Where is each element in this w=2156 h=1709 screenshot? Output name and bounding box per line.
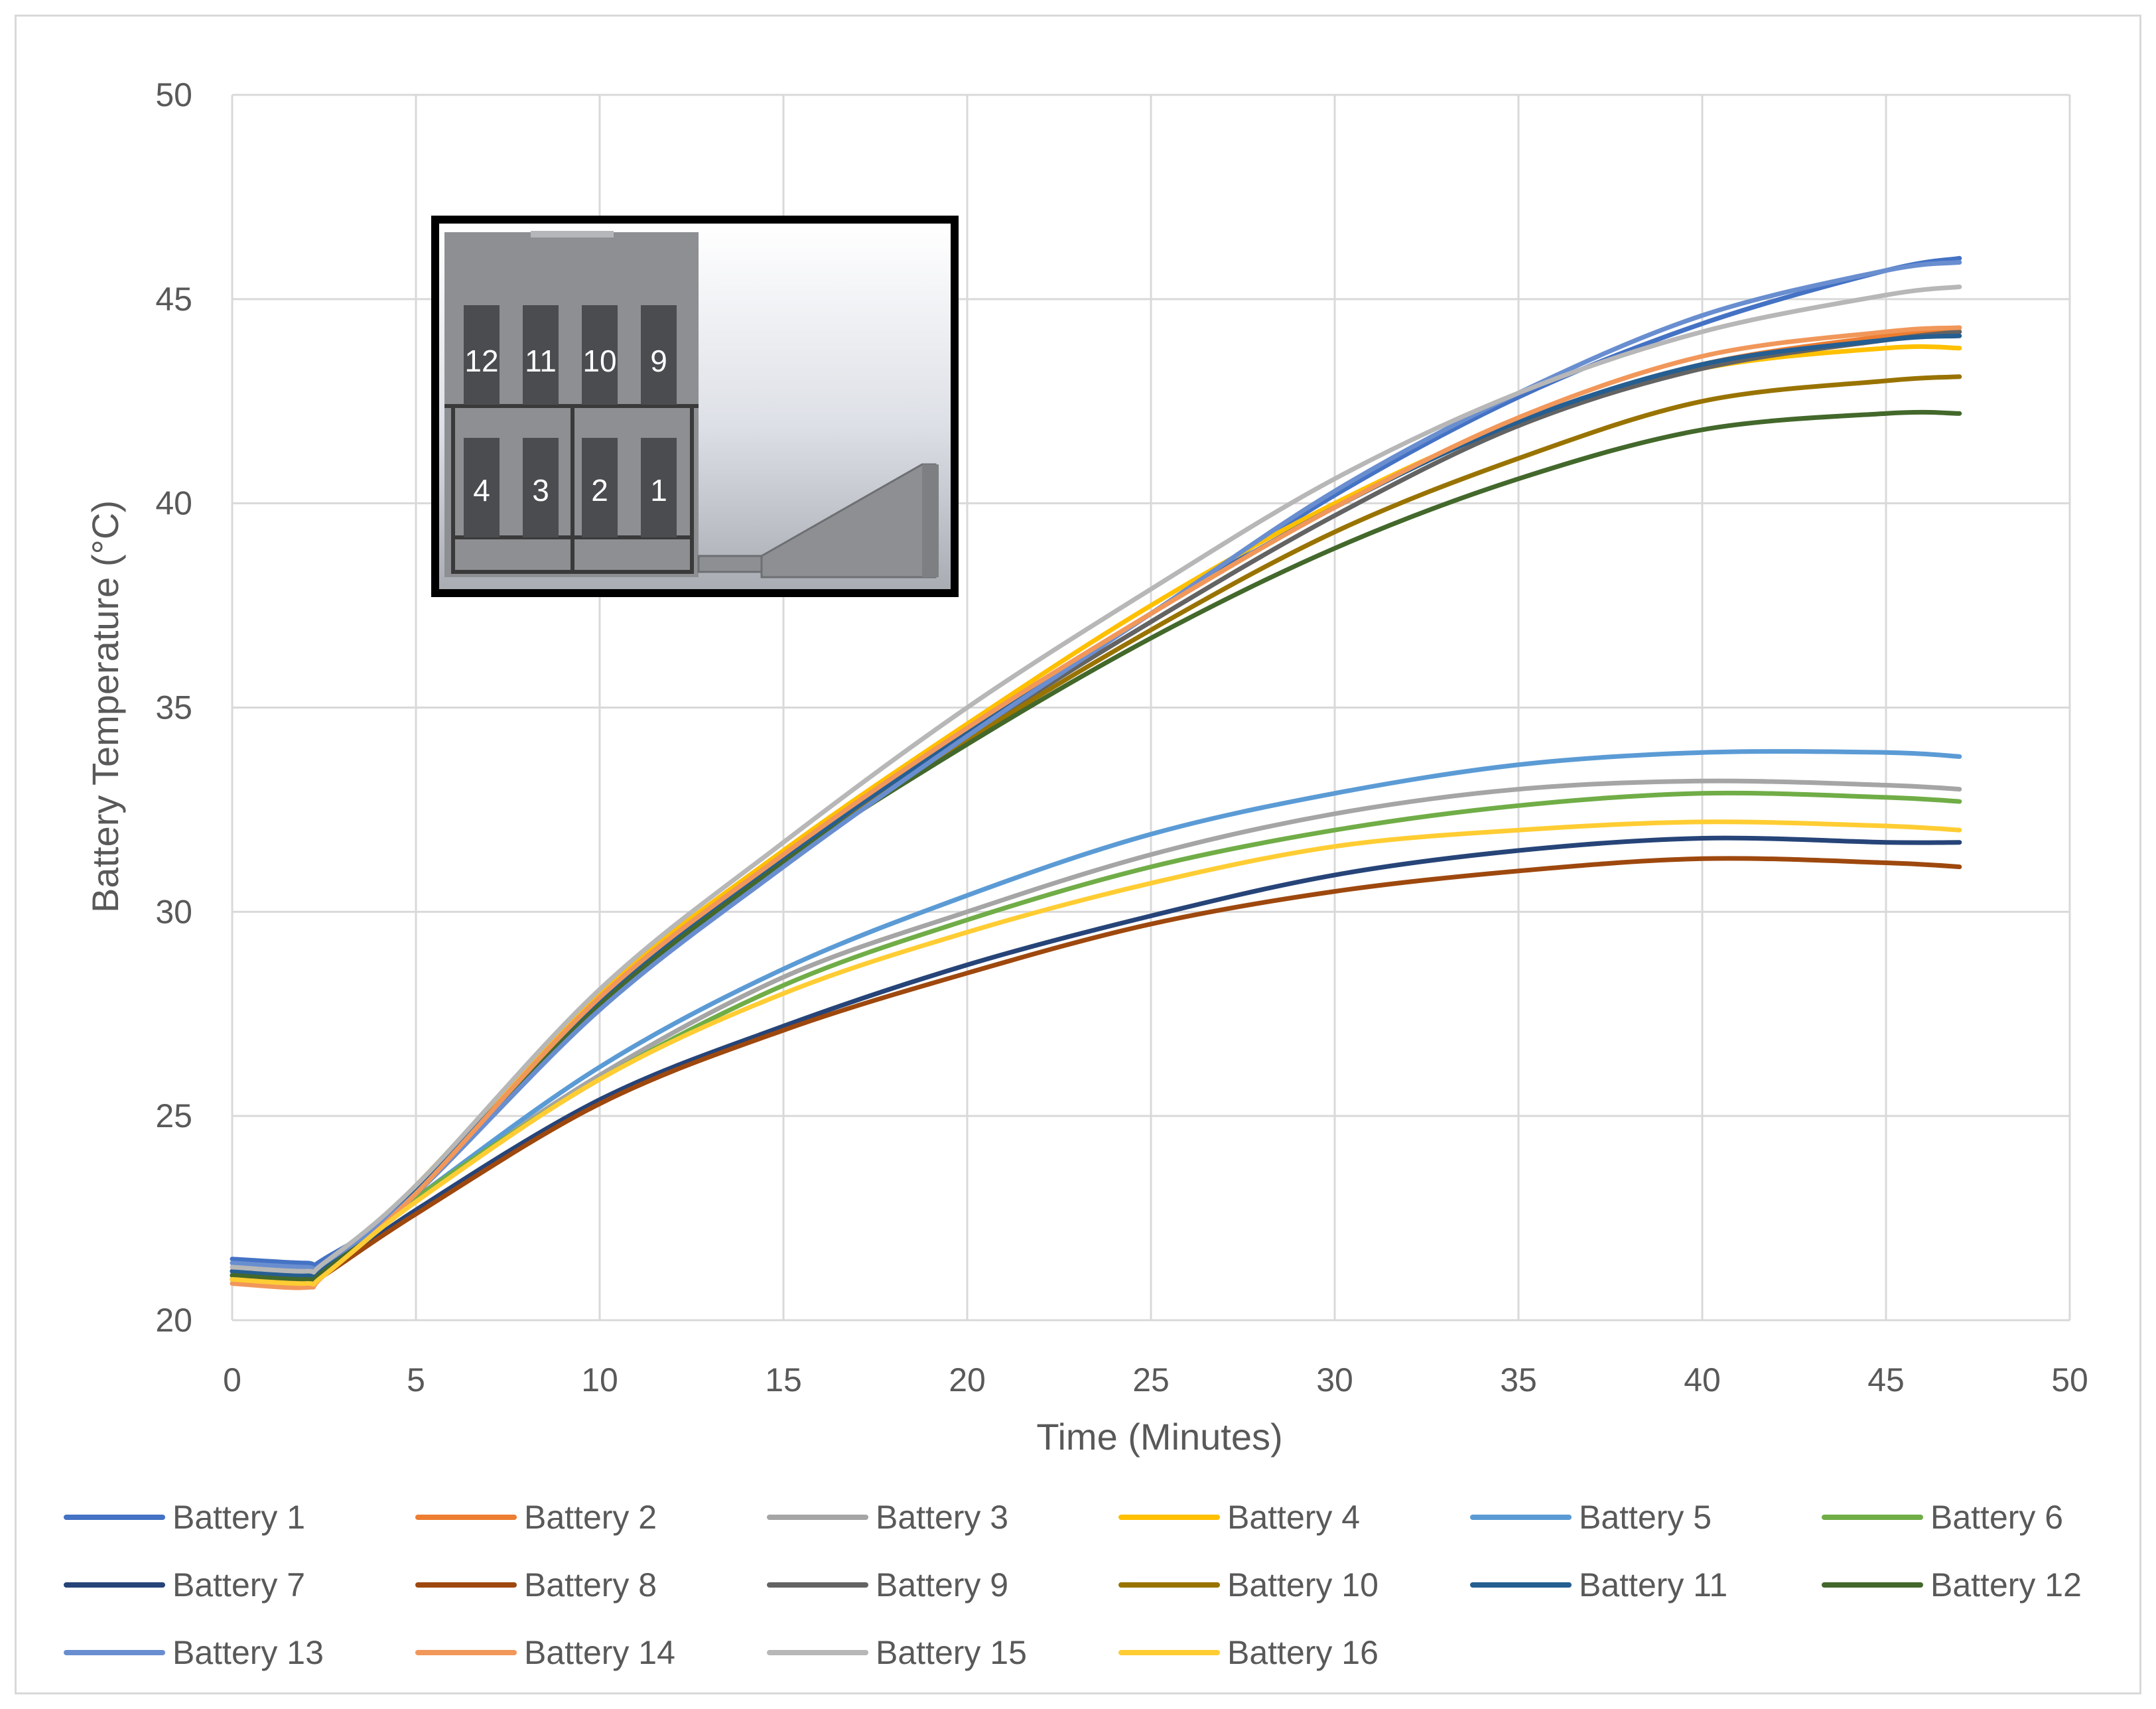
x-tick-label: 15 [765,1361,802,1399]
module-right [571,404,694,574]
legend-label: Battery 15 [876,1634,1027,1671]
cell-label: 10 [582,344,616,378]
y-axis-title: Battery Temperature (°C) [84,500,126,913]
x-tick-label: 5 [407,1361,425,1399]
x-tick-label: 20 [949,1361,986,1399]
pack-top-tab [531,231,614,238]
cell-slot [464,305,500,405]
cell-slots: 12 11 10 9 4 3 2 1 [464,305,677,537]
legend-label: Battery 4 [1227,1499,1360,1536]
x-tick-labels: 0 5 10 15 20 25 30 35 40 45 50 [223,1361,2088,1399]
cell-label: 12 [464,344,498,378]
series-line-battery-13 [230,259,1962,1272]
x-tick-label: 30 [1316,1361,1353,1399]
cell-label: 2 [591,473,608,508]
series-line-battery-15 [230,284,1962,1275]
x-tick-label: 0 [223,1361,241,1399]
series-line-battery-5 [230,749,1962,1278]
cell-slot [641,438,677,537]
legend-label: Battery 13 [172,1634,324,1671]
legend-label: Battery 12 [1930,1566,2082,1604]
pack-base-step [697,555,763,573]
legend-label: Battery 5 [1579,1499,1712,1536]
legend-label: Battery 8 [524,1566,657,1604]
legend-label: Battery 14 [524,1634,675,1671]
x-tick-label: 35 [1500,1361,1537,1399]
x-axis-title: Time (Minutes) [1036,1416,1282,1458]
series-line-battery-8 [230,856,1962,1286]
legend-label: Battery 7 [172,1566,305,1604]
cell-slot [582,438,618,537]
legend-label: Battery 10 [1227,1566,1379,1604]
cell-label: 9 [650,344,667,378]
y-tick-label: 20 [155,1302,192,1339]
legend-label: Battery 16 [1227,1634,1379,1671]
y-tick-label: 30 [155,893,192,930]
x-tick-label: 25 [1132,1361,1170,1399]
cell-label: 4 [473,473,490,508]
x-tick-label: 45 [1867,1361,1905,1399]
x-tick-label: 50 [2051,1361,2088,1399]
y-tick-label: 25 [155,1097,192,1134]
y-tick-label: 50 [155,76,192,113]
y-tick-label: 45 [155,281,192,318]
cell-slot [582,305,618,405]
cell-slot [464,438,500,537]
legend-label: Battery 6 [1930,1499,2063,1536]
x-tick-label: 10 [581,1361,618,1399]
cell-label: 3 [532,473,549,508]
series-lines [230,255,1962,1290]
battery-pack-inset: 12 11 10 9 4 3 2 1 [431,216,959,597]
cell-slot [523,305,559,405]
y-tick-label: 40 [155,485,192,522]
pack-end-plate [922,464,939,577]
series-line-battery-6 [230,790,1962,1283]
legend: Battery 1 Battery 2 Battery 3 Battery 4 Batt… [64,1499,2082,1671]
series-line-battery-3 [230,778,1962,1278]
cell-label: 11 [525,344,557,378]
cell-label: 1 [650,473,667,508]
y-tick-label: 35 [155,689,192,726]
legend-label: Battery 1 [172,1499,305,1536]
legend-label: Battery 3 [876,1499,1008,1536]
cell-slot [641,305,677,405]
series-line-battery-7 [230,835,1962,1286]
x-tick-label: 40 [1684,1361,1721,1399]
legend-label: Battery 11 [1579,1566,1727,1604]
cell-slot [523,438,559,537]
series-line-battery-16 [230,819,1962,1287]
legend-label: Battery 9 [876,1566,1008,1604]
legend-label: Battery 2 [524,1499,657,1536]
y-tick-labels: 20 25 30 35 40 45 50 [155,76,192,1339]
